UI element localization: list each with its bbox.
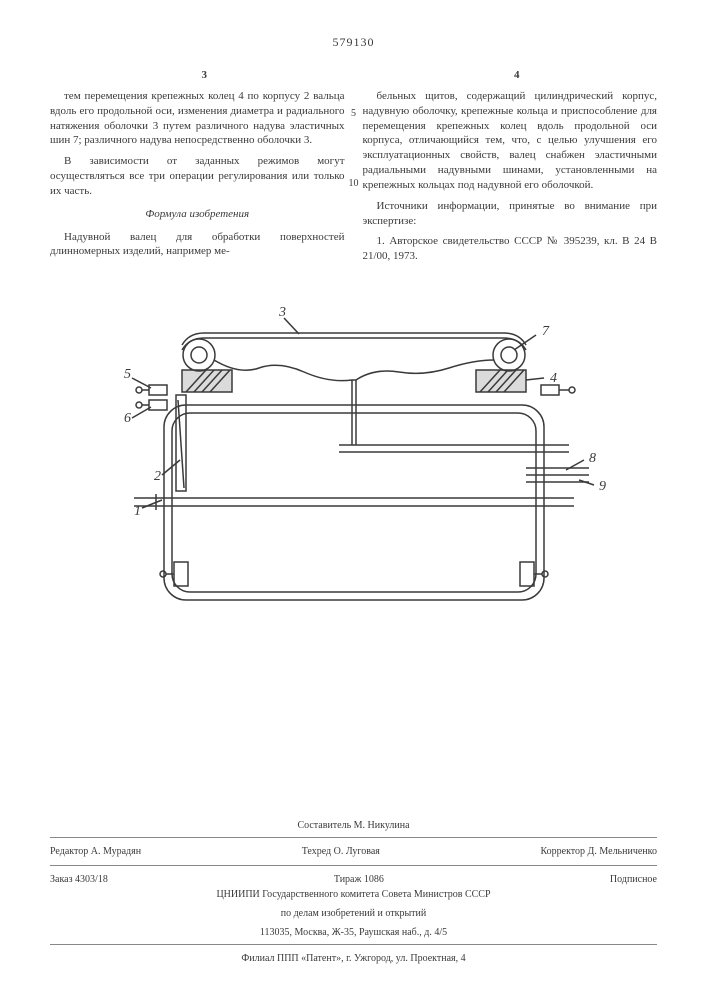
text-columns: 3 тем перемещения крепежных колец 4 по к… <box>50 68 657 270</box>
footer-org1: ЦНИИПИ Государственного комитета Совета … <box>50 887 657 902</box>
right-p1: бельных щитов, содержащий цилиндрический… <box>363 89 658 193</box>
left-column: 3 тем перемещения крепежных колец 4 по к… <box>50 68 345 270</box>
footer-block: Составитель М. Никулина Редактор А. Мура… <box>50 818 657 970</box>
footer-address2: Филиал ППП «Патент», г. Ужгород, ул. Про… <box>50 944 657 966</box>
fig-label-8: 8 <box>589 451 596 466</box>
col-num-right: 4 <box>363 68 658 83</box>
footer-address1: 113035, Москва, Ж-35, Раушская наб., д. … <box>50 925 657 940</box>
fig-label-9: 9 <box>599 479 606 494</box>
footer-podpisnoe: Подписное <box>610 872 657 887</box>
fig-label-2: 2 <box>154 469 161 484</box>
footer-editor: Редактор А. Мурадян <box>50 844 141 859</box>
fig-label-5: 5 <box>124 367 131 382</box>
left-p1: тем перемещения крепежных колец 4 по кор… <box>50 89 345 148</box>
line-number-10: 10 <box>349 178 359 189</box>
right-column: 4 бельных щитов, содержащий цилиндрическ… <box>363 68 658 270</box>
footer-korrektor: Корректор Д. Мельниченко <box>540 844 657 859</box>
footer-org2: по делам изобретений и открытий <box>50 906 657 921</box>
footer-zakaz: Заказ 4303/18 <box>50 872 108 887</box>
line-number-5: 5 <box>351 108 356 119</box>
footer-tehred: Техред О. Луговая <box>302 844 380 859</box>
patent-number: 579130 <box>50 35 657 50</box>
col-num-left: 3 <box>50 68 345 83</box>
right-p3: 1. Авторское свидетельство СССР № 395239… <box>363 234 658 264</box>
footer-sostavitel: Составитель М. Никулина <box>50 818 657 833</box>
left-p2: В зависимости от заданных режимов могут … <box>50 154 345 199</box>
formula-title: Формула изобретения <box>50 207 345 222</box>
fig-label-1: 1 <box>134 504 141 519</box>
left-p3: Надувной валец для обработки поверхносте… <box>50 230 345 260</box>
fig-label-7: 7 <box>542 324 550 339</box>
fig-label-4: 4 <box>550 371 557 386</box>
footer-tirazh: Тираж 1086 <box>334 872 384 887</box>
patent-figure: 3 7 4 5 6 1 2 8 9 <box>94 300 614 633</box>
fig-label-3: 3 <box>278 305 286 320</box>
fig-label-6: 6 <box>124 411 131 426</box>
right-p2: Источники информации, принятые во вниман… <box>363 199 658 229</box>
